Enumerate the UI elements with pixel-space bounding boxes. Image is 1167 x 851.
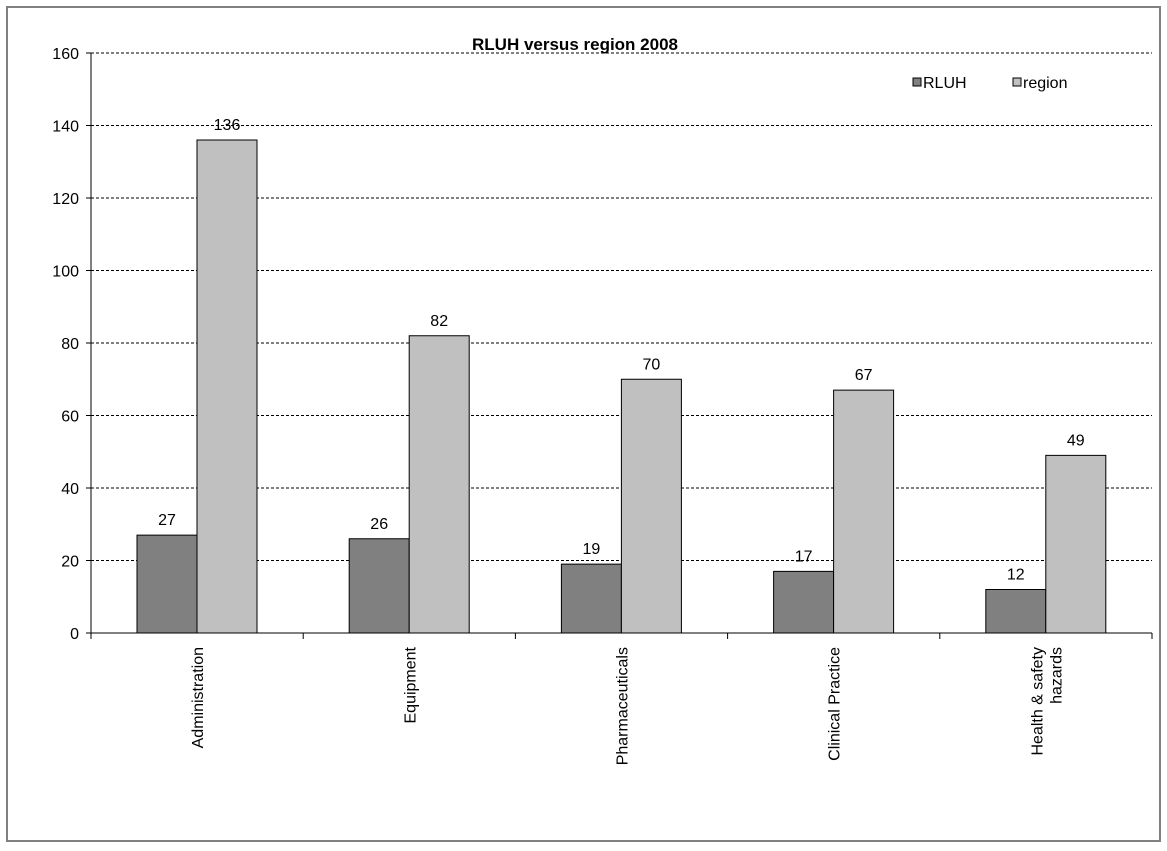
chart-border <box>6 6 1161 842</box>
x-tick-label: hazards <box>1048 647 1065 704</box>
y-tick-label: 120 <box>52 191 79 208</box>
data-label: 70 <box>643 356 661 373</box>
x-tick-label: Clinical Practice <box>827 647 844 761</box>
x-category-label: Clinical Practice <box>827 647 844 761</box>
bars <box>136 139 1107 634</box>
bar-rluh <box>773 570 835 634</box>
bar-region <box>196 139 258 634</box>
chart-title: RLUH versus region 2008 <box>472 35 678 54</box>
bar-rluh <box>136 534 198 634</box>
bar-region <box>1045 454 1107 634</box>
x-tick-label: Pharmaceuticals <box>615 647 632 765</box>
y-tick-label: 40 <box>61 481 79 498</box>
bar-rluh <box>560 563 622 634</box>
data-label: 17 <box>795 548 813 565</box>
y-tick-label: 160 <box>52 46 79 63</box>
data-label: 49 <box>1067 432 1085 449</box>
legend-swatch <box>912 77 922 87</box>
x-category-label: Pharmaceuticals <box>615 647 632 765</box>
data-labels: 27 136 26 82 19 70 17 67 12 49 <box>158 117 1085 584</box>
y-tick-label: 20 <box>61 554 79 571</box>
x-category-label: Equipment <box>402 646 419 723</box>
y-tick-label: 80 <box>61 336 79 353</box>
legend: RLUH region <box>912 75 1067 92</box>
data-label: 26 <box>370 516 388 533</box>
legend-label: RLUH <box>923 75 967 92</box>
x-tick-label: Administration <box>190 647 207 748</box>
y-tick-label: 140 <box>52 119 79 136</box>
y-tick-label: 100 <box>52 264 79 281</box>
axes: 0 20 40 60 80 100 120 140 160 Administration Equip… <box>52 46 1153 765</box>
bar-rluh <box>348 538 410 634</box>
y-tick-label: 60 <box>61 409 79 426</box>
data-label: 19 <box>583 541 601 558</box>
legend-label: region <box>1023 75 1067 92</box>
x-category-label: Health & safety hazards <box>1029 647 1065 756</box>
bar-region <box>620 378 682 634</box>
data-label: 27 <box>158 512 176 529</box>
y-tick-label: 0 <box>70 626 79 643</box>
data-label: 67 <box>855 367 873 384</box>
x-tick-label: Equipment <box>402 646 419 723</box>
legend-swatch <box>1012 77 1022 87</box>
bar-region <box>408 335 470 634</box>
bar-region <box>833 389 895 634</box>
x-category-label: Administration <box>190 647 207 748</box>
data-label: 82 <box>430 313 448 330</box>
x-tick-label: Health & safety <box>1029 647 1046 756</box>
bar-rluh <box>985 589 1047 634</box>
data-label: 12 <box>1007 567 1025 584</box>
data-label: 136 <box>214 117 241 134</box>
